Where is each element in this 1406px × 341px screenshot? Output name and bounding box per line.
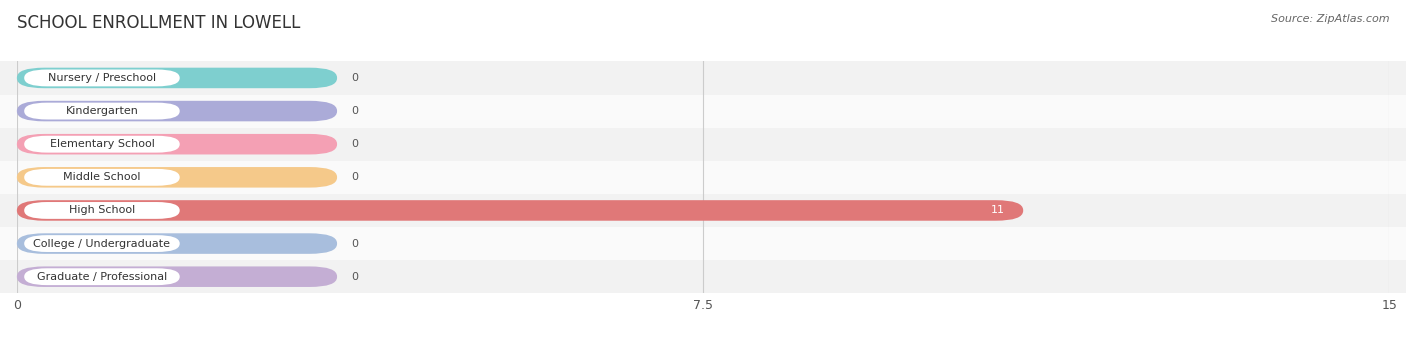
Bar <box>0 227 1406 260</box>
Text: 0: 0 <box>350 106 357 116</box>
Text: Elementary School: Elementary School <box>49 139 155 149</box>
Bar <box>0 61 1406 94</box>
Text: 0: 0 <box>350 272 357 282</box>
FancyBboxPatch shape <box>17 101 337 121</box>
FancyBboxPatch shape <box>24 136 180 153</box>
FancyBboxPatch shape <box>24 202 180 219</box>
Text: Nursery / Preschool: Nursery / Preschool <box>48 73 156 83</box>
Bar <box>0 94 1406 128</box>
FancyBboxPatch shape <box>17 266 337 287</box>
Text: High School: High School <box>69 205 135 216</box>
FancyBboxPatch shape <box>17 134 337 154</box>
Text: Source: ZipAtlas.com: Source: ZipAtlas.com <box>1271 14 1389 24</box>
FancyBboxPatch shape <box>17 233 337 254</box>
FancyBboxPatch shape <box>17 200 1024 221</box>
FancyBboxPatch shape <box>24 103 180 119</box>
Text: SCHOOL ENROLLMENT IN LOWELL: SCHOOL ENROLLMENT IN LOWELL <box>17 14 301 32</box>
Text: Kindergarten: Kindergarten <box>66 106 138 116</box>
Text: 11: 11 <box>991 205 1005 216</box>
FancyBboxPatch shape <box>24 70 180 86</box>
Text: College / Undergraduate: College / Undergraduate <box>34 239 170 249</box>
Bar <box>0 260 1406 293</box>
FancyBboxPatch shape <box>17 68 337 88</box>
Text: 0: 0 <box>350 139 357 149</box>
Bar <box>0 194 1406 227</box>
FancyBboxPatch shape <box>24 235 180 252</box>
Bar <box>0 161 1406 194</box>
Bar <box>0 128 1406 161</box>
Text: 0: 0 <box>350 239 357 249</box>
Text: Graduate / Professional: Graduate / Professional <box>37 272 167 282</box>
FancyBboxPatch shape <box>24 169 180 186</box>
Text: 0: 0 <box>350 73 357 83</box>
Text: Middle School: Middle School <box>63 172 141 182</box>
FancyBboxPatch shape <box>24 268 180 285</box>
Text: 0: 0 <box>350 172 357 182</box>
FancyBboxPatch shape <box>17 167 337 188</box>
